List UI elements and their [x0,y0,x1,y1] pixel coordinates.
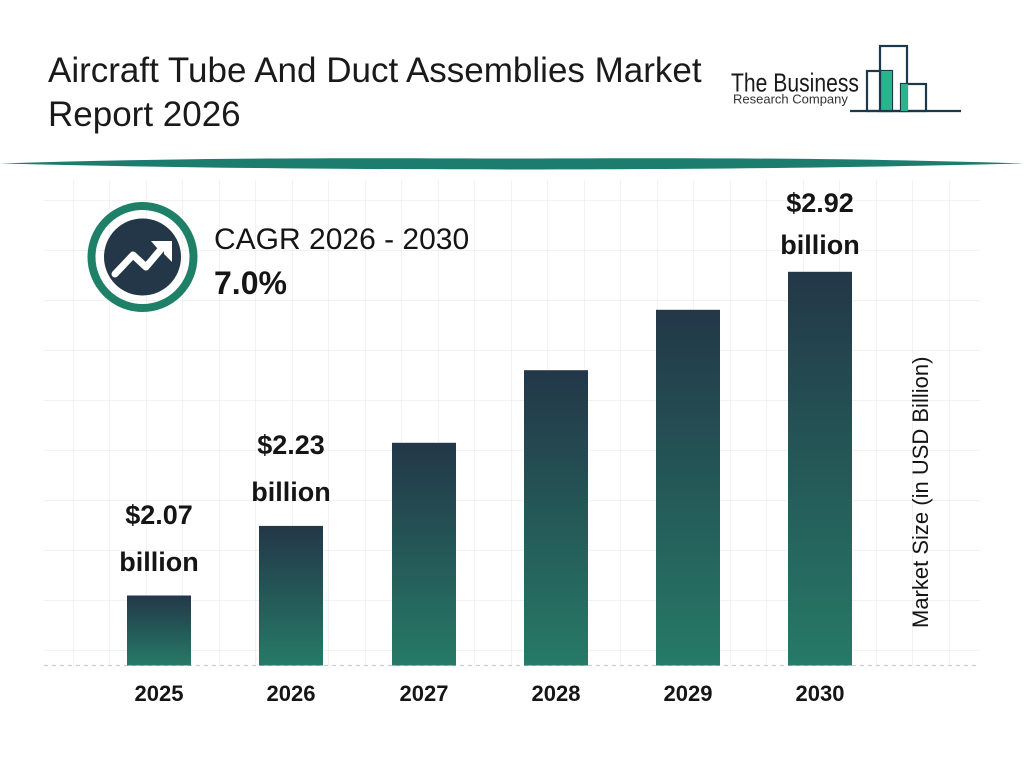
svg-text:$2.92: $2.92 [786,188,854,218]
svg-text:billion: billion [251,477,330,507]
svg-text:billion: billion [780,230,859,260]
svg-text:2030: 2030 [796,681,845,706]
svg-text:Market Size (in USD Billion): Market Size (in USD Billion) [908,357,933,628]
svg-text:2026: 2026 [267,681,316,706]
svg-text:2025: 2025 [135,681,184,706]
svg-text:$2.23: $2.23 [257,430,325,460]
svg-text:2027: 2027 [400,681,449,706]
svg-text:$2.07: $2.07 [125,500,193,530]
svg-text:2029: 2029 [664,681,713,706]
svg-text:billion: billion [119,547,198,577]
svg-text:2028: 2028 [532,681,581,706]
svg-text:CAGR 2026 - 2030: CAGR 2026 - 2030 [214,223,469,256]
svg-text:7.0%: 7.0% [214,265,287,301]
